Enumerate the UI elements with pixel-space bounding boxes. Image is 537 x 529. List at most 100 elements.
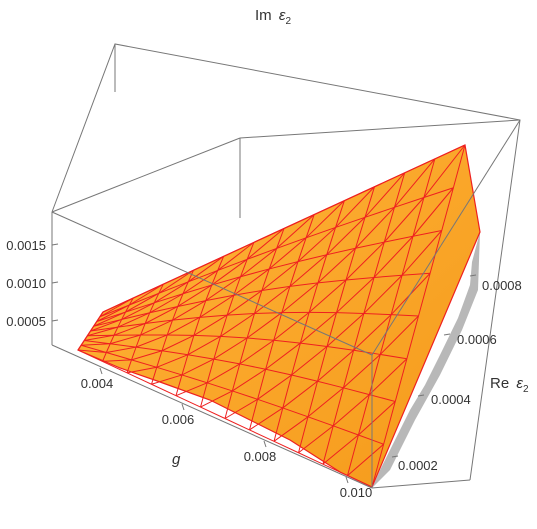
mesh-line (233, 290, 262, 296)
mesh-line (83, 335, 88, 341)
mesh-line (200, 390, 233, 408)
mesh-line (220, 335, 248, 339)
mesh-line (102, 359, 132, 362)
mesh-line (217, 258, 248, 271)
mesh-line (393, 172, 406, 208)
mesh-line (261, 285, 290, 292)
mesh-line (81, 343, 111, 346)
mesh-line (172, 316, 200, 321)
surface-face (77, 144, 481, 488)
mesh-line (158, 269, 194, 294)
mesh-line (423, 158, 436, 198)
mesh-line (291, 374, 318, 382)
mesh-line (283, 214, 315, 229)
mesh-line (113, 326, 119, 336)
mesh-line (429, 230, 443, 274)
mesh-line (289, 282, 319, 287)
mesh-line (246, 228, 285, 260)
bounding-box-front (51, 119, 521, 489)
mesh-line (364, 186, 375, 218)
mesh-line (109, 335, 115, 344)
mesh-line (220, 313, 255, 337)
mesh-line (257, 374, 292, 400)
mesh-line (347, 434, 359, 476)
mesh-line (135, 334, 142, 348)
mesh-line (364, 206, 395, 218)
z-tick-label: 0.0010 (6, 276, 46, 291)
mesh-line (368, 358, 408, 395)
x-axis-label: g (172, 451, 181, 468)
mesh-line (282, 407, 309, 418)
mesh-line (102, 360, 128, 374)
mesh-line (84, 340, 111, 345)
mesh-line (332, 387, 344, 426)
mesh-line (373, 241, 385, 278)
mesh-line (211, 258, 248, 286)
mesh-line (404, 158, 436, 174)
mesh-line (182, 281, 189, 294)
mesh-line (300, 342, 328, 347)
mesh-line (297, 237, 307, 262)
mesh-line (181, 354, 189, 376)
mesh-line (282, 380, 318, 409)
mesh-line (317, 349, 354, 382)
mesh-line (305, 226, 336, 239)
mesh-line (273, 440, 299, 454)
mesh-line (281, 282, 319, 313)
mesh-line (326, 345, 354, 351)
mesh-line (211, 270, 219, 286)
mesh-line (307, 387, 344, 418)
mesh-line (224, 398, 258, 419)
mesh-line (291, 342, 301, 376)
mesh-line (390, 275, 403, 315)
mesh-line (383, 401, 396, 445)
mesh-line (371, 444, 385, 488)
mesh-line (363, 277, 375, 314)
mesh-line (353, 313, 365, 351)
mesh-line (384, 235, 414, 243)
y-tick-label: 0.0004 (431, 392, 471, 407)
mesh-line (217, 256, 225, 271)
mesh-line (257, 369, 267, 400)
mesh-line (308, 279, 347, 313)
mesh-line (140, 319, 173, 336)
mesh-line (136, 346, 163, 352)
mesh-line (227, 313, 255, 316)
mesh-line (99, 297, 134, 318)
mesh-line (232, 368, 266, 392)
mesh-line (249, 399, 259, 431)
mesh-line (355, 206, 395, 249)
mesh-line (187, 270, 194, 283)
mesh-line (77, 344, 82, 351)
mesh-line (347, 443, 384, 476)
mesh-line (261, 268, 270, 291)
mesh-line (394, 197, 425, 208)
mesh-line (188, 269, 218, 283)
mesh-line (273, 416, 309, 442)
surface-mesh (77, 144, 466, 488)
mesh-line (240, 268, 270, 278)
mesh-line (240, 259, 248, 277)
mesh-line (335, 216, 366, 228)
mesh-line (151, 367, 158, 385)
mesh-line (125, 292, 160, 313)
mesh-line (332, 394, 370, 427)
mesh-line (129, 283, 164, 306)
mesh-line (199, 300, 207, 318)
mesh-line (187, 335, 195, 355)
mesh-line (391, 314, 419, 317)
mesh-line (121, 302, 155, 320)
mesh-line (93, 318, 122, 327)
mesh-line (326, 312, 337, 347)
mesh-line (80, 340, 85, 346)
mesh-line (131, 346, 137, 361)
mesh-line (84, 334, 115, 341)
mesh-line (358, 434, 384, 445)
mesh-line (298, 416, 309, 453)
mesh-line (265, 340, 275, 370)
mesh-line (374, 172, 405, 188)
mesh-line (175, 395, 201, 408)
mesh-line (126, 372, 152, 385)
mesh-line (193, 334, 221, 337)
mesh-line (418, 273, 431, 317)
